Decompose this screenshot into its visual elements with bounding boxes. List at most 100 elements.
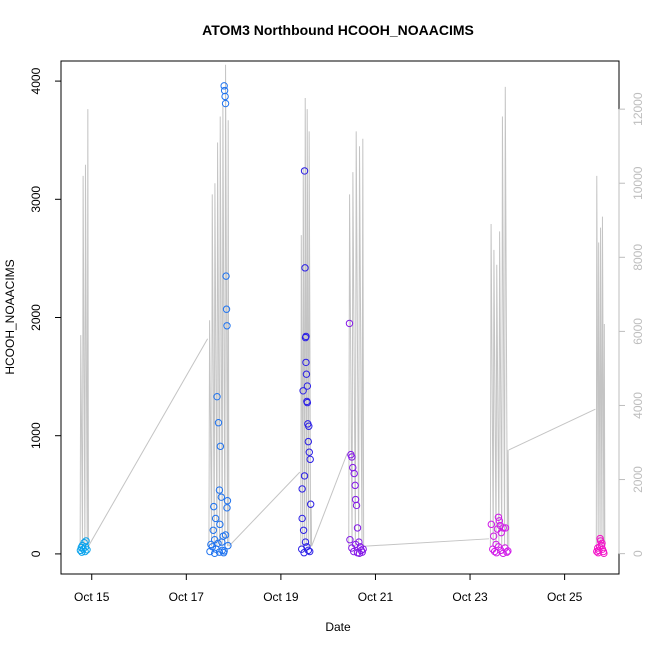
- data-point: [298, 514, 306, 523]
- x-tick-label: Oct 15: [74, 590, 110, 604]
- data-point: [302, 358, 310, 367]
- x-tick-label: Oct 17: [169, 590, 205, 604]
- data-point: [217, 493, 226, 501]
- data-point: [221, 99, 230, 108]
- data-point: [299, 526, 308, 534]
- y-tick-label: 1000: [29, 422, 43, 449]
- data-point: [214, 419, 223, 427]
- data-point: [346, 536, 354, 544]
- data-point: [501, 524, 510, 532]
- data-point: [80, 538, 88, 547]
- data-point: [224, 541, 232, 550]
- data-point: [306, 500, 315, 508]
- data-point: [596, 534, 604, 543]
- data-point: [220, 82, 228, 90]
- altitude-transit-line: [311, 453, 348, 547]
- data-point: [221, 92, 229, 101]
- data-point: [352, 501, 361, 510]
- data-point: [350, 469, 358, 478]
- data-point: [487, 520, 496, 529]
- data-point: [499, 549, 507, 558]
- data-point: [305, 448, 313, 456]
- chart-title: ATOM3 Northbound HCOOH_NOAACIMS: [202, 22, 474, 38]
- data-point: [497, 528, 505, 537]
- data-point: [216, 520, 224, 529]
- data-point: [301, 538, 310, 546]
- altitude-transit-line: [508, 408, 596, 451]
- y-tick-label: 2000: [29, 304, 43, 331]
- data-point: [222, 272, 230, 280]
- data-point: [305, 422, 313, 430]
- altitude-trace: [79, 64, 606, 547]
- data-point: [351, 540, 360, 549]
- data-point: [206, 547, 214, 556]
- data-point: [306, 455, 314, 464]
- data-point: [215, 548, 224, 556]
- x-axis: Oct 15 Oct 17 Oct 19 Oct 21 Oct 23 Oct 25: [74, 573, 583, 604]
- data-point: [299, 387, 307, 395]
- y2-tick-label: 6000: [631, 318, 645, 345]
- data-point: [494, 513, 503, 521]
- data-point: [503, 548, 511, 556]
- data-point: [504, 547, 512, 555]
- data-point: [300, 472, 309, 480]
- altitude-spike-trace: [79, 109, 89, 547]
- data-point: [207, 540, 215, 549]
- plot-frame: [60, 60, 620, 575]
- data-point: [301, 264, 309, 272]
- x-tick-label: Oct 19: [263, 590, 299, 604]
- data-point: [303, 382, 312, 390]
- data-point: [304, 437, 313, 446]
- data-point: [600, 549, 608, 558]
- data-point: [222, 305, 231, 313]
- y2-tick-label: 0: [631, 550, 645, 557]
- data-point: [223, 504, 231, 512]
- data-point: [306, 547, 314, 556]
- data-point: [302, 370, 311, 378]
- data-point: [598, 539, 606, 547]
- altitude-transit-line: [87, 338, 209, 547]
- y2-tick-label: 2000: [631, 466, 645, 493]
- data-point: [298, 485, 306, 493]
- data-point: [81, 547, 89, 556]
- data-point: [210, 549, 219, 558]
- data-point: [353, 524, 362, 532]
- data-point: [210, 502, 218, 511]
- data-point: [359, 545, 367, 553]
- data-point: [220, 547, 228, 555]
- data-point: [495, 517, 504, 525]
- y-tick-label: 4000: [29, 67, 43, 94]
- data-point: [223, 322, 231, 330]
- y-tick-label: 0: [29, 550, 43, 557]
- altitude-spike-trace: [489, 86, 510, 547]
- data-point: [223, 497, 232, 505]
- data-point: [300, 549, 308, 557]
- data-point: [211, 514, 220, 523]
- data-point: [489, 532, 498, 540]
- data-point: [215, 486, 224, 494]
- y-tick-label: 3000: [29, 186, 43, 213]
- y2-tick-label: 4000: [631, 392, 645, 419]
- data-point: [351, 481, 359, 490]
- data-point: [216, 442, 225, 451]
- data-point: [302, 332, 310, 341]
- altitude-transit-line: [363, 538, 489, 547]
- x-axis-label: Date: [325, 620, 351, 634]
- data-point: [221, 531, 230, 539]
- data-point: [499, 524, 507, 532]
- y2-tick-label: 10000: [631, 166, 645, 200]
- y-axis: 0 1000 2000 3000 4000: [29, 67, 62, 557]
- data-point: [348, 453, 356, 461]
- data-point: [209, 526, 217, 534]
- altitude-spike-trace: [208, 64, 230, 547]
- x-tick-label: Oct 25: [547, 590, 583, 604]
- y2-tick-label: 12000: [631, 92, 645, 126]
- x-tick-label: Oct 23: [452, 590, 488, 604]
- data-point: [78, 548, 86, 556]
- data-point: [300, 167, 309, 175]
- y2-axis: 0 2000 4000 6000 8000 10000 12000: [618, 92, 645, 557]
- data-points: [76, 82, 608, 558]
- data-point: [220, 86, 229, 95]
- altitude-spike-trace: [348, 131, 365, 547]
